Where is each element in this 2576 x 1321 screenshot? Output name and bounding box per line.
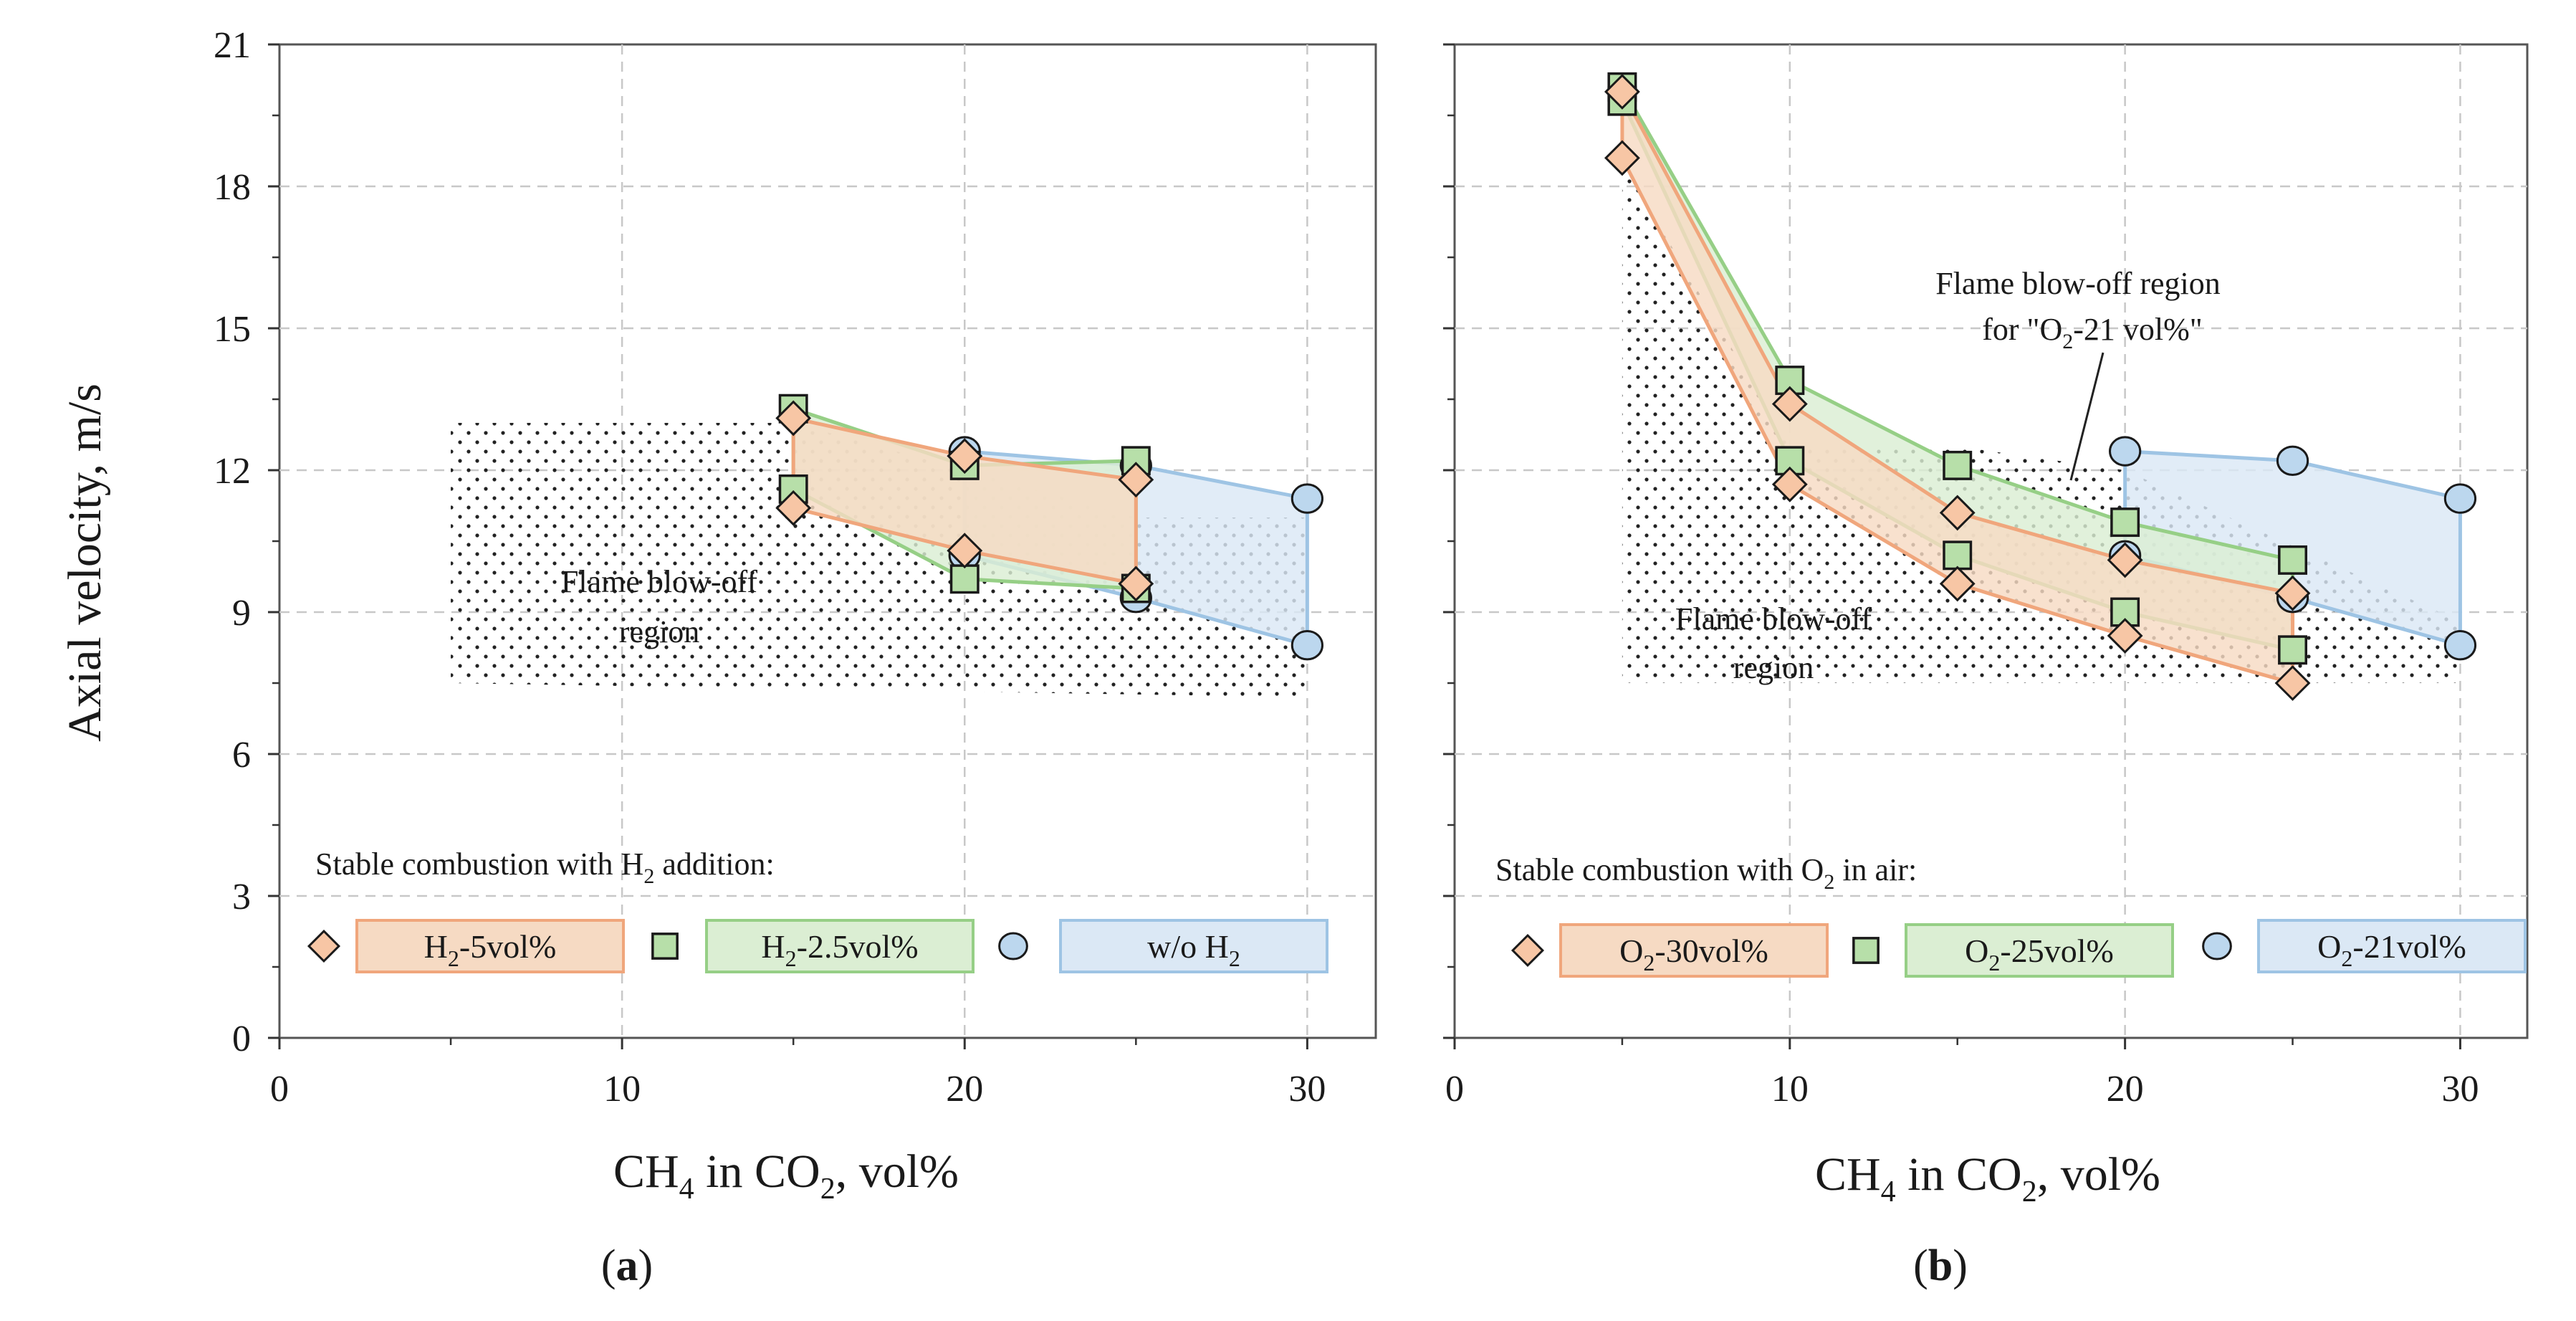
marker-square: [2278, 545, 2308, 575]
y-tick-label: 6: [232, 735, 251, 776]
blowoff-region: [451, 423, 1308, 697]
data-markers: [775, 394, 1323, 661]
x-tick-label: 30: [2441, 1069, 2479, 1110]
x-tick-label: 30: [1288, 1069, 1326, 1110]
legend-label: O2-21vol%: [2317, 928, 2466, 971]
legend-item: O2-30vol%: [1510, 923, 1829, 978]
y-tick-label: 18: [214, 167, 251, 208]
y-tick-label: 21: [214, 25, 251, 66]
legend-item: H2-5vol%: [307, 919, 625, 973]
marker-diamond: [1939, 495, 1976, 531]
marker-diamond: [1939, 566, 1976, 602]
marker-circle: [2443, 630, 2477, 661]
marker-circle: [2109, 436, 2142, 467]
legend-item: O2-21vol%: [2202, 919, 2527, 973]
marker-square: [1943, 540, 1973, 571]
y-axis-label: Axial velocity, m/s: [59, 383, 111, 742]
panel-b-plot: 0 10 20 30 Flame blow-off region Flame blow…: [1443, 43, 2529, 1290]
y-tick-label: 12: [214, 451, 251, 492]
marker-square: [2110, 507, 2140, 538]
marker-diamond: [1771, 386, 1808, 422]
annotation-blowoff-line1: Flame blow-off: [561, 564, 757, 599]
marker-square: [1943, 450, 1973, 480]
legend-marker-diamond: [1510, 933, 1545, 968]
legend-marker-circle: [998, 932, 1028, 960]
annotations: Flame blow-off region: [561, 564, 757, 649]
y-tick-label: 3: [232, 877, 251, 917]
blowoff-dots: [451, 423, 1308, 697]
marker-diamond: [775, 490, 812, 526]
panel-label-b: (b): [1913, 1241, 1968, 1290]
marker-diamond: [947, 533, 983, 569]
legend-marker-diamond: [307, 929, 341, 963]
marker-circle: [1291, 630, 1323, 661]
annotation-pointer: [2069, 352, 2105, 481]
x-tick-label: 0: [1445, 1069, 1464, 1110]
legend-marker-circle: [2202, 932, 2232, 960]
axis-ticks: 0 10 20 30 0 3 6 9 12 15 18 21: [214, 25, 1326, 1110]
x-tick-label: 20: [946, 1069, 983, 1110]
legend-swatch: [355, 919, 625, 973]
legend-marker-square: [1852, 937, 1880, 964]
x-tick-label: 20: [2107, 1069, 2144, 1110]
marker-diamond: [2274, 575, 2311, 611]
annotations: Flame blow-off region Flame blow-off reg…: [1675, 266, 2221, 685]
legend-swatch: [2257, 919, 2527, 973]
legend-item: H2-2.5vol%: [651, 919, 975, 973]
annotation-blowoff-line2: region: [1733, 650, 1814, 685]
marker-square: [2278, 635, 2308, 665]
marker-circle: [1291, 483, 1323, 514]
x-tick-label: 10: [1771, 1069, 1809, 1110]
legend-label: w/o H2: [1147, 928, 1240, 971]
panel-label-a: (a): [601, 1241, 653, 1290]
marker-circle: [2443, 483, 2477, 514]
annotation-o2-21-line1: Flame blow-off region: [1935, 266, 2221, 301]
data-markers: [1604, 72, 2477, 701]
marker-square: [949, 564, 980, 594]
legend-title: Stable combustion with O2 in air:: [1495, 852, 1917, 894]
marker-diamond: [2107, 618, 2143, 654]
legend-swatch: [1059, 919, 1328, 973]
marker-diamond: [1771, 466, 1808, 502]
legend-label: H2-5vol%: [424, 928, 557, 971]
legend: Stable combustion with O2 in air: O2-30v…: [1495, 852, 2527, 978]
legend-marker-square: [651, 933, 679, 960]
legend-swatch: [705, 919, 975, 973]
marker-diamond: [775, 400, 812, 437]
marker-circle: [2276, 445, 2309, 476]
legend-label: H2-2.5vol%: [761, 928, 918, 971]
legend-title: Stable combustion with H2 addition:: [315, 847, 775, 888]
y-tick-label: 0: [232, 1019, 251, 1059]
marker-diamond: [1604, 74, 1640, 110]
x-tick-label: 10: [603, 1069, 641, 1110]
marker-diamond: [1118, 566, 1154, 602]
annotation-blowoff-line2: region: [619, 614, 699, 649]
axis-ticks: 0 10 20 30: [1443, 43, 2479, 1110]
y-tick-label: 15: [214, 309, 251, 350]
legend-swatch: [1905, 923, 2174, 978]
marker-diamond: [2274, 665, 2311, 701]
y-tick-label: 9: [232, 593, 251, 634]
legend-swatch: [1559, 923, 1829, 978]
x-axis-label: CH4 in CO2, vol%: [1815, 1148, 2160, 1208]
marker-diamond: [1118, 462, 1154, 498]
marker-diamond: [2107, 542, 2143, 578]
annotation-blowoff-line1: Flame blow-off: [1675, 601, 1872, 636]
legend-item: O2-25vol%: [1852, 923, 2174, 978]
legend-label: O2-25vol%: [1965, 933, 2114, 976]
marker-diamond: [947, 438, 983, 474]
legend: Stable combustion with H2 addition: H2-5…: [307, 847, 1328, 973]
panel-a-plot: 0 10 20 30 0 3 6 9 12 15 18 21 Flame blow-off regio…: [59, 25, 1377, 1290]
x-tick-label: 0: [270, 1069, 289, 1110]
x-axis-label: CH4 in CO2, vol%: [613, 1145, 959, 1206]
legend-label: O2-30vol%: [1619, 933, 1768, 976]
marker-diamond: [1604, 140, 1640, 176]
annotation-o2-21-line2: for "O2-21 vol%": [1982, 312, 2203, 353]
legend-item: w/o H2: [998, 919, 1328, 973]
